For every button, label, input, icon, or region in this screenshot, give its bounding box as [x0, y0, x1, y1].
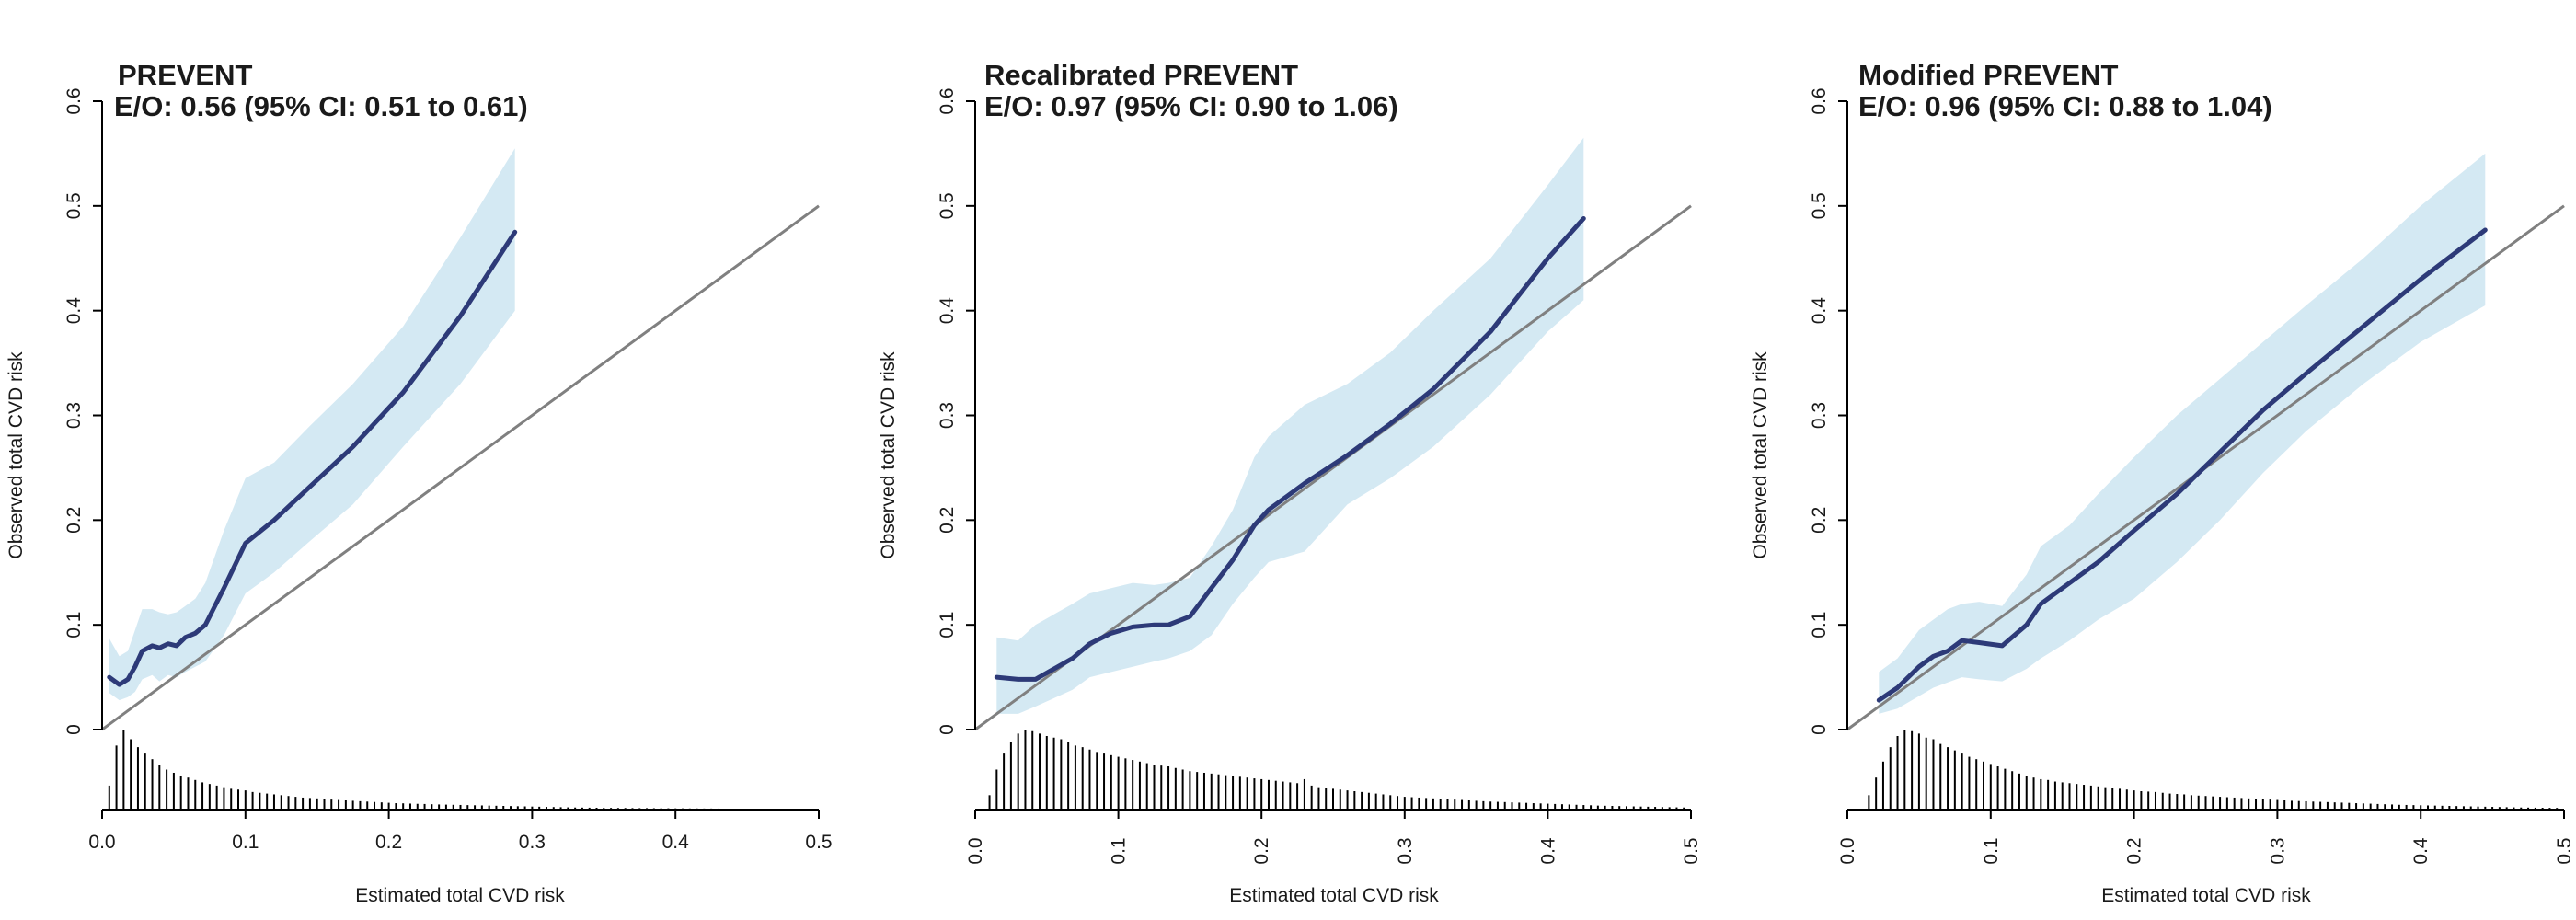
- confidence-band: [996, 137, 1584, 714]
- y-tick-label: 0.4: [937, 297, 958, 325]
- y-tick-label: 0.5: [63, 192, 85, 219]
- confidence-band: [1879, 153, 2486, 714]
- panel-modified-prevent: Modified PREVENT E/O: 0.96 (95% CI: 0.88…: [1750, 59, 2575, 906]
- y-tick-label: 0.2: [937, 507, 958, 534]
- panel-recalibrated-prevent: Recalibrated PREVENT E/O: 0.97 (95% CI: …: [878, 59, 1702, 906]
- confidence-band: [109, 148, 515, 701]
- panel-subtitle: E/O: 0.97 (95% CI: 0.90 to 1.06): [984, 90, 1398, 122]
- calibration-curve: [107, 229, 518, 687]
- y-tick-label: 0.4: [63, 297, 85, 325]
- x-tick-label: 0.1: [1109, 837, 1130, 864]
- x-tick-label: 0.2: [1251, 837, 1272, 864]
- x-tick-label: 0.4: [662, 832, 690, 853]
- y-axis-label: Observed total CVD risk: [1750, 351, 1771, 559]
- x-tick-label: 0.0: [88, 832, 115, 853]
- y-tick-label: 0.6: [63, 87, 85, 114]
- y-tick-label: 0.1: [63, 612, 85, 638]
- x-tick-label: 0.0: [1837, 837, 1858, 864]
- y-tick-label: 0.6: [937, 87, 958, 114]
- y-tick-label: 0.2: [1809, 507, 1830, 534]
- y-tick-label: 0: [1809, 724, 1830, 735]
- x-axis-label: Estimated total CVD risk: [2101, 885, 2311, 906]
- x-tick-label: 0.1: [1981, 837, 2002, 864]
- y-tick-label: 0.3: [937, 402, 958, 429]
- y-axis-label: Observed total CVD risk: [6, 351, 27, 559]
- x-tick-label: 0.5: [805, 832, 832, 853]
- y-tick-label: 0: [937, 724, 958, 735]
- y-tick-label: 0.4: [1809, 297, 1830, 325]
- x-tick-label: 0.5: [2554, 837, 2575, 864]
- panel-subtitle: E/O: 0.56 (95% CI: 0.51 to 0.61): [114, 90, 528, 122]
- y-tick-label: 0.1: [1809, 612, 1830, 638]
- x-tick-label: 0.3: [2267, 837, 2288, 864]
- y-tick-label: 0: [63, 724, 85, 735]
- panel-title: Recalibrated PREVENT: [984, 59, 1298, 91]
- panel-prevent: PREVENT E/O: 0.56 (95% CI: 0.51 to 0.61)…: [6, 59, 833, 906]
- y-axis-label: Observed total CVD risk: [878, 351, 899, 559]
- panel-title: Modified PREVENT: [1858, 59, 2119, 91]
- calibration-curve: [994, 216, 1586, 682]
- x-tick-label: 0.5: [1681, 837, 1702, 864]
- y-tick-label: 0.5: [1809, 192, 1830, 219]
- x-tick-label: 0.3: [1395, 837, 1416, 864]
- y-tick-label: 0.2: [63, 507, 85, 534]
- x-tick-label: 0.4: [1537, 837, 1558, 865]
- x-tick-label: 0.1: [232, 832, 259, 853]
- y-tick-label: 0.3: [1809, 402, 1830, 429]
- x-tick-label: 0.3: [519, 832, 546, 853]
- x-tick-label: 0.2: [375, 832, 402, 853]
- calibration-curve: [1876, 227, 2488, 703]
- x-axis-label: Estimated total CVD risk: [1229, 885, 1439, 906]
- reference-line: [101, 204, 820, 731]
- panel-title: PREVENT: [118, 59, 252, 91]
- y-tick-label: 0.3: [63, 402, 85, 429]
- y-tick-label: 0.6: [1809, 87, 1830, 114]
- y-tick-label: 0.5: [937, 192, 958, 219]
- x-tick-label: 0.2: [2124, 837, 2145, 864]
- panel-subtitle: E/O: 0.96 (95% CI: 0.88 to 1.04): [1858, 90, 2272, 122]
- y-tick-label: 0.1: [937, 612, 958, 638]
- x-tick-label: 0.4: [2410, 837, 2432, 865]
- x-axis-label: Estimated total CVD risk: [355, 885, 565, 906]
- x-tick-label: 0.0: [965, 837, 986, 864]
